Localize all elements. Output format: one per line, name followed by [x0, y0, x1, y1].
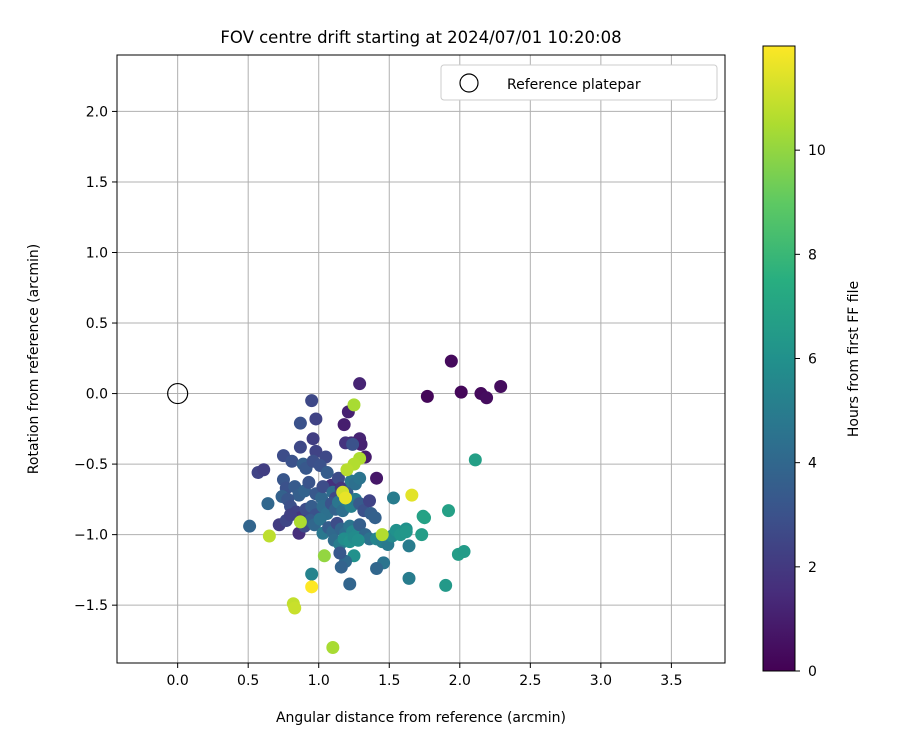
y-axis-ticks: −1.5 −1.0 −0.5 0.0 0.5 1.0 1.5 2.0 — [74, 104, 117, 614]
scatter-point — [363, 494, 377, 508]
scatter-point — [316, 480, 330, 494]
scatter-point — [293, 515, 307, 529]
scatter-point — [305, 567, 319, 581]
legend-label: Reference platepar — [507, 77, 641, 93]
x-tick-label: 3.5 — [660, 673, 682, 689]
scatter-point — [494, 380, 508, 394]
scatter-point — [340, 463, 354, 477]
scatter-point — [288, 601, 302, 615]
scatter-point — [370, 561, 384, 575]
scatter-point — [309, 444, 323, 458]
scatter-point — [402, 539, 416, 553]
scatter-point — [333, 546, 347, 560]
scatter-point — [334, 560, 348, 574]
colorbar-tick-label: 4 — [808, 456, 817, 472]
legend: Reference platepar — [440, 64, 718, 101]
plot-frame — [116, 54, 726, 664]
scatter-point — [313, 512, 327, 526]
colorbar-ticks: 0 2 4 6 8 10 — [795, 143, 826, 680]
legend-box — [440, 64, 718, 101]
scatter-point — [444, 354, 458, 368]
x-axis-label: Angular distance from reference (arcmin) — [276, 710, 566, 726]
scatter-point — [375, 528, 389, 542]
scatter-point — [337, 418, 351, 432]
y-axis-label: Rotation from reference (arcmin) — [26, 244, 42, 474]
x-axis-ticks: 0.0 0.5 1.0 1.5 2.0 2.5 3.0 3.5 — [167, 663, 683, 689]
x-tick-label: 3.0 — [590, 673, 612, 689]
scatter-point — [339, 491, 353, 505]
colorbar-label: Hours from first FF file — [846, 281, 862, 437]
scatter-point — [386, 491, 400, 505]
y-tick-label: −1.0 — [74, 528, 108, 544]
y-tick-label: 0.0 — [86, 387, 108, 403]
scatter-point — [243, 519, 257, 533]
scatter-point — [302, 475, 316, 489]
scatter-point — [320, 466, 334, 480]
scatter-point — [439, 578, 453, 592]
scatter-point — [468, 453, 482, 467]
reference-platepar-marker — [167, 382, 189, 405]
scatter-point — [346, 437, 360, 451]
colorbar-tick-label: 8 — [808, 247, 817, 263]
colorbar-tick-label: 2 — [808, 560, 817, 576]
scatter-point — [284, 508, 298, 522]
scatter-point — [257, 463, 271, 477]
scatter-point — [368, 511, 382, 525]
scatter-point — [415, 528, 429, 542]
y-tick-label: −0.5 — [74, 457, 108, 473]
x-tick-label: 1.5 — [378, 673, 400, 689]
chart-title: FOV centre drift starting at 2024/07/01 … — [220, 28, 621, 47]
scatter-point — [305, 394, 319, 408]
scatter-point — [261, 497, 275, 511]
y-tick-label: 1.5 — [86, 175, 108, 191]
scatter-point — [293, 416, 307, 430]
scatter-point — [353, 518, 367, 532]
scatter-point — [353, 377, 367, 391]
scatter-point — [305, 580, 319, 594]
y-tick-label: −1.5 — [74, 598, 108, 614]
scatter-point — [399, 525, 413, 539]
scatter-point — [402, 571, 416, 585]
scatter-point — [480, 391, 494, 405]
scatter-point — [347, 398, 361, 412]
scatter-point — [442, 504, 456, 518]
scatter-point — [309, 412, 323, 426]
y-tick-label: 2.0 — [86, 104, 108, 120]
y-tick-label: 0.5 — [86, 316, 108, 332]
scatter-point — [420, 389, 434, 403]
y-tick-label: 1.0 — [86, 245, 108, 261]
scatter-point — [418, 511, 432, 525]
scatter-points — [243, 354, 508, 654]
colorbar-tick-label: 6 — [808, 352, 817, 368]
scatter-point — [353, 471, 367, 485]
x-tick-label: 0.5 — [237, 673, 259, 689]
scatter-point — [351, 533, 365, 547]
scatter-point — [370, 471, 384, 485]
scatter-point — [306, 432, 320, 446]
x-tick-label: 1.0 — [308, 673, 330, 689]
x-tick-label: 0.0 — [167, 673, 189, 689]
scatter-point — [343, 577, 357, 591]
legend-reference-marker — [459, 73, 479, 93]
scatter-point — [457, 545, 471, 559]
scatter-point — [326, 640, 340, 654]
x-tick-label: 2.0 — [449, 673, 471, 689]
colorbar-tick-label: 0 — [808, 664, 817, 680]
colorbar-tick-label: 10 — [808, 143, 826, 159]
x-tick-label: 2.5 — [519, 673, 541, 689]
scatter-point — [331, 471, 345, 485]
scatter-point — [317, 549, 331, 563]
scatter-point — [405, 488, 419, 502]
scatter-point — [262, 529, 276, 543]
colorbar — [762, 45, 796, 672]
scatter-point — [454, 385, 468, 399]
scatter-point — [293, 440, 307, 454]
scatter-point — [285, 454, 299, 468]
